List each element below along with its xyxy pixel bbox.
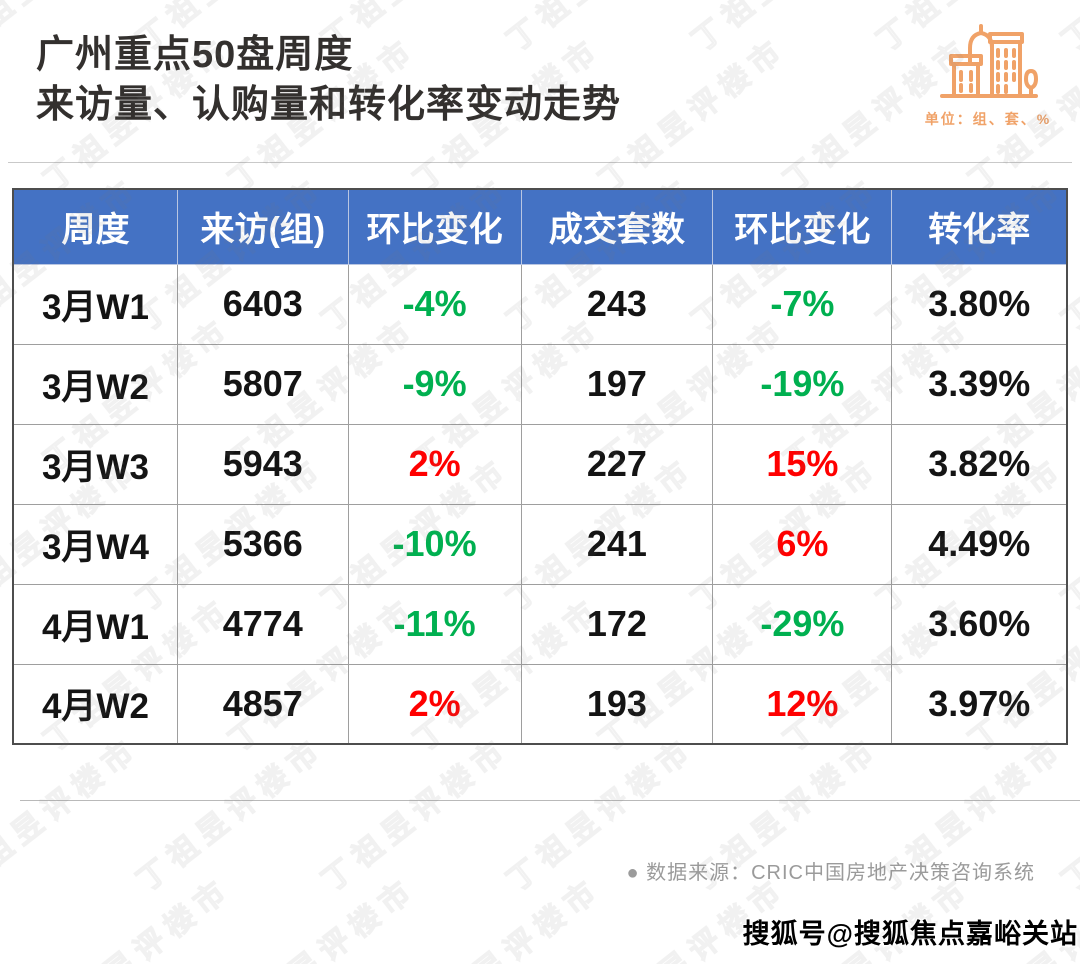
unit-block: 单位：组、套、% bbox=[918, 22, 1058, 129]
cell-deals: 227 bbox=[520, 423, 714, 505]
table-row: 3月W3 5943 2% 227 15% 3.82% bbox=[12, 423, 1068, 505]
cell-visits-change: -11% bbox=[347, 583, 522, 665]
cell-visits-change: -10% bbox=[347, 503, 522, 585]
watermark-text: 丁祖昱评楼市 bbox=[408, 871, 609, 964]
unit-note: 单位：组、套、% bbox=[924, 111, 1052, 127]
cell-visits: 5807 bbox=[176, 343, 349, 425]
col-header-visits-change: 环比变化 bbox=[347, 189, 522, 265]
cell-week: 3月W4 bbox=[12, 503, 178, 585]
table-row: 4月W2 4857 2% 193 12% 3.97% bbox=[12, 663, 1068, 745]
cell-week: 3月W2 bbox=[12, 343, 178, 425]
cell-deals: 241 bbox=[520, 503, 714, 585]
page-title: 广州重点50盘周度 来访量、认购量和转化率变动走势 bbox=[36, 30, 621, 130]
cell-deals-change: -19% bbox=[712, 343, 893, 425]
col-header-deals-change: 环比变化 bbox=[712, 189, 893, 265]
data-source-note: ● 数据来源：CRIC中国房地产决策咨询系统 bbox=[626, 862, 1035, 884]
watermark-text: 丁祖昱评楼市 bbox=[316, 731, 517, 899]
watermark-text: 丁祖昱评楼市 bbox=[681, 0, 888, 60]
divider-top bbox=[8, 162, 1072, 163]
col-header-visits: 来访(组) bbox=[176, 189, 349, 265]
cell-conversion: 4.49% bbox=[891, 503, 1068, 585]
cell-conversion: 3.39% bbox=[891, 343, 1068, 425]
cell-week: 3月W1 bbox=[12, 263, 178, 345]
table-row: 3月W1 6403 -4% 243 -7% 3.80% bbox=[12, 263, 1068, 345]
cell-deals: 243 bbox=[520, 263, 714, 345]
cell-week: 3月W3 bbox=[12, 423, 178, 505]
table-row: 3月W4 5366 -10% 241 6% 4.49% bbox=[12, 503, 1068, 585]
cell-visits: 5943 bbox=[176, 423, 349, 505]
cell-visits-change: 2% bbox=[347, 423, 522, 505]
cell-visits: 5366 bbox=[176, 503, 349, 585]
cell-visits-change: 2% bbox=[347, 663, 522, 745]
cell-deals-change: -7% bbox=[712, 263, 893, 345]
cell-deals-change: 15% bbox=[712, 423, 893, 505]
cell-conversion: 3.97% bbox=[891, 663, 1068, 745]
cell-conversion: 3.80% bbox=[891, 263, 1068, 345]
watermark-text: 丁祖昱评楼市 bbox=[223, 871, 424, 964]
watermark-text: 丁祖昱评楼市 bbox=[131, 731, 332, 899]
table-header-row: 周度 来访(组) 环比变化 成交套数 环比变化 转化率 bbox=[12, 189, 1068, 265]
cell-visits: 6403 bbox=[176, 263, 349, 345]
cell-visits: 4774 bbox=[176, 583, 349, 665]
table-row: 4月W1 4774 -11% 172 -29% 3.60% bbox=[12, 583, 1068, 665]
cell-visits: 4857 bbox=[176, 663, 349, 745]
divider-bottom bbox=[20, 800, 1080, 801]
cell-deals: 172 bbox=[520, 583, 714, 665]
cell-conversion: 3.60% bbox=[891, 583, 1068, 665]
col-header-week: 周度 bbox=[12, 189, 178, 265]
col-header-deals: 成交套数 bbox=[520, 189, 714, 265]
cell-deals: 193 bbox=[520, 663, 714, 745]
cell-deals-change: -29% bbox=[712, 583, 893, 665]
col-header-conversion: 转化率 bbox=[891, 189, 1068, 265]
data-table: 周度 来访(组) 环比变化 成交套数 环比变化 转化率 3月W1 6403 -4… bbox=[12, 188, 1068, 745]
cell-visits-change: -9% bbox=[347, 343, 522, 425]
cell-week: 4月W1 bbox=[12, 583, 178, 665]
page-title-line2: 来访量、认购量和转化率变动走势 bbox=[36, 84, 622, 126]
data-table-wrap: 周度 来访(组) 环比变化 成交套数 环比变化 转化率 3月W1 6403 -4… bbox=[12, 188, 1068, 745]
watermark-text: 丁祖昱评楼市 bbox=[1056, 731, 1080, 899]
watermark-text: 丁祖昱评楼市 bbox=[38, 871, 239, 964]
page-title-line1: 广州重点50盘周度 bbox=[36, 34, 354, 76]
cell-deals: 197 bbox=[520, 343, 714, 425]
cell-visits-change: -4% bbox=[347, 263, 522, 345]
cell-week: 4月W2 bbox=[12, 663, 178, 745]
cell-deals-change: 12% bbox=[712, 663, 893, 745]
sohu-branding: 搜狐号@搜狐焦点嘉峪关站 bbox=[742, 919, 1078, 949]
building-city-icon bbox=[936, 24, 1040, 104]
watermark-text: 丁祖昱评楼市 bbox=[0, 731, 147, 899]
table-row: 3月W2 5807 -9% 197 -19% 3.39% bbox=[12, 343, 1068, 425]
cell-conversion: 3.82% bbox=[891, 423, 1068, 505]
cell-deals-change: 6% bbox=[712, 503, 893, 585]
